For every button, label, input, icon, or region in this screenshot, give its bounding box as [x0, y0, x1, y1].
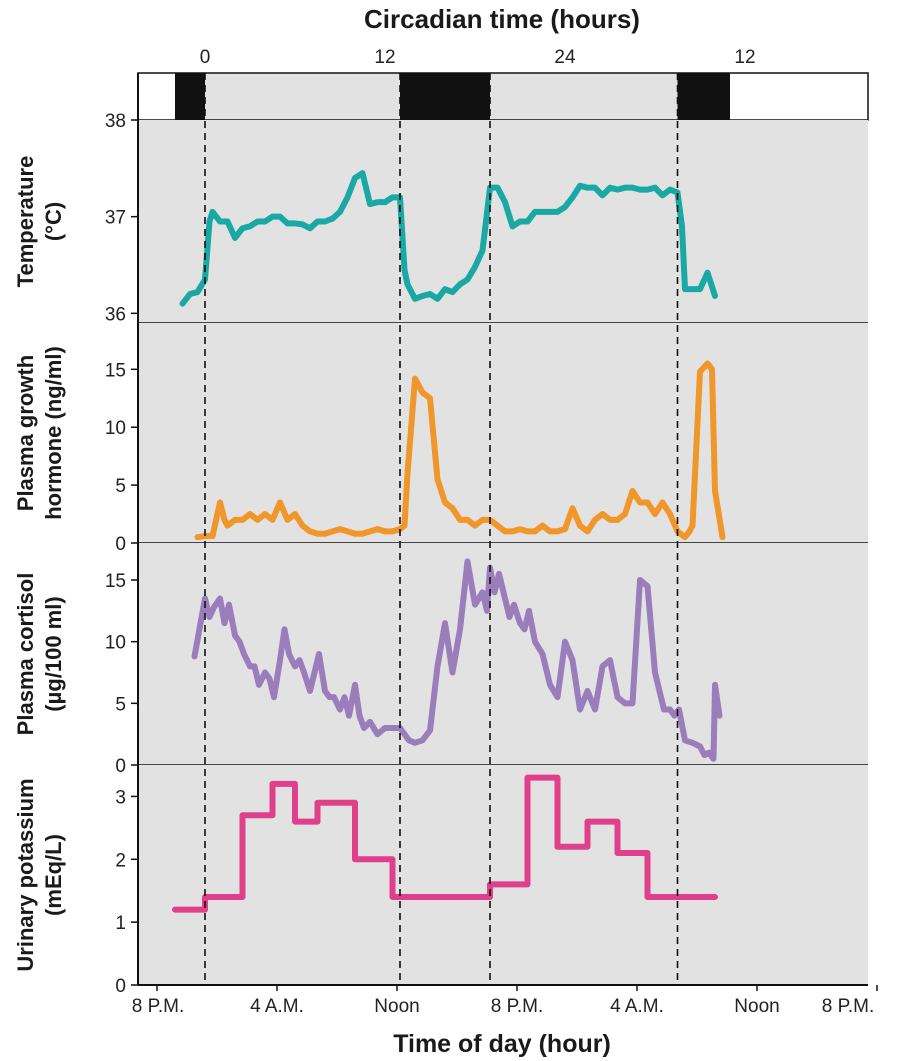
y-tick-label: 5 [115, 476, 126, 497]
y-tick-label: 2 [115, 850, 126, 871]
top-axis-title: Circadian time (hours) [364, 4, 640, 34]
y-axis-label-line: (µg/100 ml) [41, 596, 66, 711]
y-axis-label-line: (mEq/L) [41, 834, 66, 916]
series-line-potassium [172, 774, 718, 913]
y-axis-label-potassium: Urinary potassium (mEq/L) [13, 778, 66, 971]
light-dark-segment-light [490, 73, 678, 120]
panel-background [138, 120, 868, 323]
y-tick-label: 15 [105, 360, 126, 381]
y-tick-label: 15 [105, 571, 126, 592]
y-axis-label-cortisol: Plasma cortisol (µg/100 ml) [13, 573, 66, 736]
light-dark-segment-dark [677, 73, 730, 120]
light-dark-segment-dark [400, 73, 490, 120]
panel-background [138, 765, 868, 985]
y-tick-label: 0 [115, 534, 126, 555]
top-axis-ticks: 0 12 24 12 [200, 47, 756, 68]
x-tick-label: 4 A.M. [250, 996, 304, 1017]
y-axis-label-line: Urinary potassium [13, 778, 38, 971]
series-line-cortisol [191, 558, 723, 762]
light-dark-segment-dark [175, 73, 205, 120]
y-tick-label: 36 [105, 304, 126, 325]
x-tick-label: 8 P.M. [132, 996, 184, 1017]
x-tick-label: Noon [374, 996, 419, 1017]
y-axis-label-temperature: Temperature (°C) [13, 156, 66, 288]
y-tick-label: 38 [105, 111, 126, 132]
y-tick-label: 0 [115, 976, 126, 997]
series-line-temperature [179, 170, 718, 307]
series-line-growth_hormone [194, 360, 726, 541]
top-axis-tick-label: 24 [554, 47, 576, 68]
panel-temperature: 36 37 38 Temperature (°C) [13, 111, 868, 325]
panel-potassium: 0 1 2 3 Urinary potassium (mEq/L) [13, 765, 868, 997]
light-dark-segment-light [205, 73, 400, 120]
x-tick-label: 8 P.M. [822, 996, 874, 1017]
y-tick-label: 3 [115, 787, 126, 808]
y-axis-label-line: hormone (ng/ml) [41, 346, 66, 520]
y-tick-label: 0 [115, 756, 126, 777]
top-axis-tick-label: 12 [734, 47, 755, 68]
y-tick-label: 37 [105, 208, 126, 229]
y-tick-label: 1 [115, 913, 126, 934]
panel-background [138, 543, 868, 765]
x-axis-title: Time of day (hour) [393, 1030, 611, 1058]
panel-background [138, 323, 868, 543]
y-axis-label-line: Plasma cortisol [13, 573, 38, 736]
y-axis-label-line: (°C) [41, 202, 66, 241]
top-axis-tick-label: 0 [200, 47, 211, 68]
light-dark-bar [137, 72, 869, 121]
y-axis-label-line: Plasma growth [13, 355, 38, 511]
y-tick-label: 5 [115, 694, 126, 715]
y-tick-label: 10 [105, 418, 126, 439]
dashed-lines [204, 73, 679, 985]
x-tick-label: 8 P.M. [491, 996, 543, 1017]
y-axis-label-growth_hormone: Plasma growth hormone (ng/ml) [13, 346, 66, 520]
y-tick-label: 10 [105, 633, 126, 654]
x-tick-label: Noon [734, 996, 779, 1017]
x-tick-label: 4 A.M. [610, 996, 664, 1017]
panel-cortisol: 0 5 10 15 Plasma cortisol (µg/100 ml) [13, 543, 868, 777]
panel-growth_hormone: 0 5 10 15 Plasma growth hormone (ng/ml) [13, 323, 868, 555]
bottom-axis-ticks: 8 P.M. 4 A.M. Noon 8 P.M. 4 A.M. Noon 8 P.M. [132, 985, 878, 1017]
top-axis-tick-label: 12 [374, 47, 395, 68]
y-axis-label-line: Temperature [13, 156, 38, 288]
